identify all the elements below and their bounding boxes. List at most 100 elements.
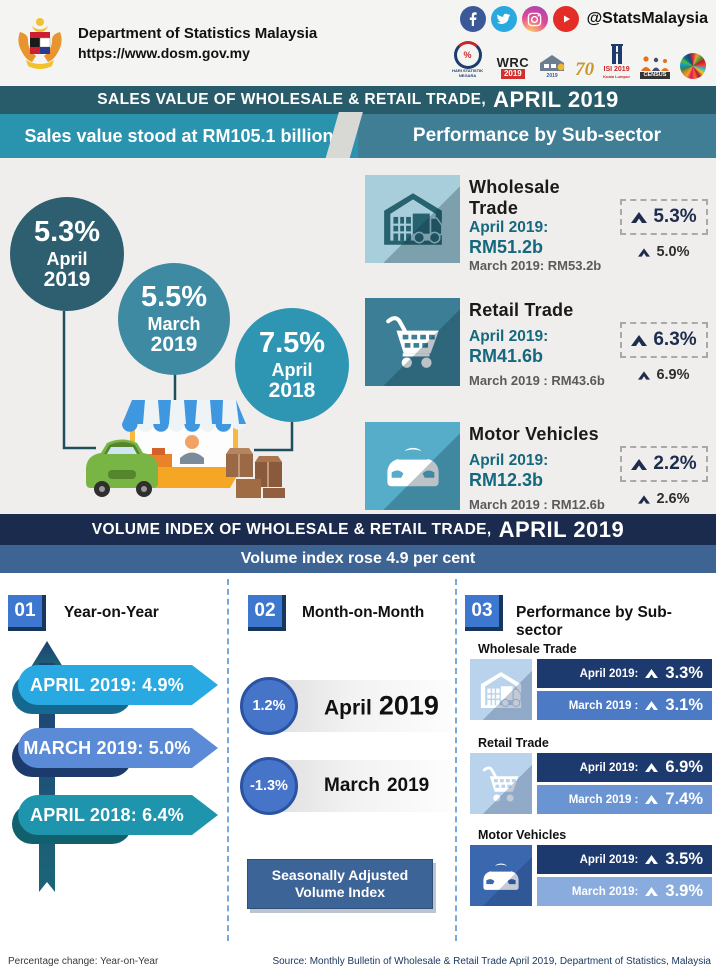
wholesale-trade-icon [365, 175, 460, 263]
retail-trade-icon [365, 298, 460, 386]
expo-house-logo: 2019 [538, 35, 566, 79]
march-value: RM53.2b [547, 258, 602, 273]
percent-swirl-icon: % [453, 41, 482, 70]
march-label: March 2019 : [469, 373, 548, 388]
subsector-name: Wholesale Trade [469, 177, 560, 218]
subsector-name: Motor Vehicles [469, 424, 599, 444]
org-url-link[interactable]: https://www.dosm.gov.my [78, 45, 250, 61]
mom-month: April [324, 696, 372, 720]
up-arrow-icon [631, 458, 648, 470]
twin-towers-icon [610, 44, 623, 65]
subsector-name: Retail Trade [469, 300, 574, 320]
badge-01: 01 [8, 595, 46, 631]
up-arrow-icon [645, 763, 659, 772]
twitter-icon[interactable] [490, 6, 517, 32]
up-arrow-icon [645, 887, 659, 896]
growth-bubble-april-2019: 5.3% April 2019 [10, 197, 124, 311]
event-logos: % HARI STATISTIK NEGARA WRC 2019 2019 70 [448, 35, 708, 79]
mom-value-april: 1.2% [240, 677, 298, 735]
april-stat-row: April 2019: 3.5% [537, 845, 712, 874]
badge-02: 02 [248, 595, 286, 631]
group-wholesale: April 2019: 3.3% March 2019 : 3.1% [470, 659, 712, 720]
april-change-badge: 6.3% [620, 322, 708, 358]
march-change: 2.6% [638, 491, 690, 507]
up-arrow-icon [631, 334, 648, 346]
performance-subtitle: Performance by Sub-sector [412, 125, 662, 146]
subsector-panel-motor: Motor Vehicles April 2019: RM12.3b March… [365, 422, 710, 516]
footnote: Percentage change: Year-on-Year [8, 956, 159, 967]
mom-year: 2019 [386, 775, 430, 796]
march-label: March 2019: [469, 258, 545, 273]
mom-band [268, 760, 452, 812]
march-stat-row: March 2019 : 7.4% [537, 785, 712, 814]
column-divider [455, 579, 457, 941]
group-motor: April 2019: 3.5% March 2019: 3.9% [470, 845, 712, 906]
april-value: RM41.6b [469, 345, 544, 366]
column-divider [227, 579, 229, 941]
march-value: RM12.6b [551, 497, 605, 512]
volume-headline-bar: Volume index rose 4.9 per cent [0, 545, 716, 573]
april-value: RM51.2b [469, 237, 544, 257]
up-arrow-icon [631, 211, 648, 223]
mom-band [268, 680, 452, 732]
sdg-wheel-icon [680, 53, 706, 79]
up-arrow-icon [645, 855, 659, 864]
march-value: RM43.6b [551, 373, 605, 388]
seasonally-adjusted-note: Seasonally Adjusted Volume Index [247, 859, 433, 909]
up-arrow-icon [638, 370, 651, 380]
volume-section: 01 Year-on-Year APRIL 2019: 4.9% MARCH 2… [0, 573, 716, 948]
house-icon [540, 55, 565, 71]
sales-section: 5.3% April 2019 5.5% March 2019 7.5% Apr… [0, 158, 716, 514]
hari-statistik-negara-logo: % HARI STATISTIK NEGARA [448, 35, 488, 79]
bubble-connector-lines [62, 311, 294, 452]
wrc-2019-logo: WRC 2019 [496, 55, 530, 79]
sales-subtitle-bar: Sales value stood at RM105.1 billion Per… [0, 112, 716, 160]
sdg-wheel-logo [680, 35, 706, 79]
mom-label: Month-on-Month [302, 604, 425, 621]
march-change: 6.9% [638, 367, 690, 383]
up-arrow-icon [638, 494, 651, 504]
growth-bubble-march-2019: 5.5% March 2019 [118, 263, 230, 375]
yoy-label: Year-on-Year [64, 604, 159, 621]
march-stat-row: March 2019 : 3.1% [537, 691, 712, 720]
volume-title: VOLUME INDEX OF WHOLESALE & RETAIL TRADE… [91, 520, 492, 538]
group-retail: April 2019: 6.9% March 2019 : 7.4% [470, 753, 712, 814]
group-label-motor: Motor Vehicles [478, 828, 567, 842]
mom-month: March [324, 775, 380, 796]
sales-title-bar: SALES VALUE OF WHOLESALE & RETAIL TRADE,… [0, 86, 716, 114]
mom-row-march: -1.3% March 2019 [240, 757, 452, 815]
group-label-wholesale: Wholesale Trade [478, 642, 577, 656]
march-label: March 2019 : [469, 497, 548, 512]
sales-headline-bar: Sales value stood at RM105.1 billion [0, 114, 358, 158]
instagram-icon[interactable] [521, 6, 548, 32]
march-change: 5.0% [638, 244, 690, 260]
subsector-perf-label: Performance by Sub-sector [516, 604, 672, 639]
market-stall-illustration [86, 400, 285, 498]
retail-trade-icon [470, 753, 532, 814]
sales-title-period: APRIL 2019 [493, 87, 619, 112]
sales-headline: Sales value stood at RM105.1 billion [24, 125, 334, 146]
april-label: April 2019: [469, 219, 549, 236]
facebook-icon[interactable] [459, 6, 486, 32]
growth-bubble-april-2018: 7.5% April 2018 [235, 308, 349, 422]
volume-title-period: APRIL 2019 [498, 516, 625, 542]
group-label-retail: Retail Trade [478, 736, 549, 750]
youtube-icon[interactable] [552, 6, 579, 32]
performance-subtitle-bar: Performance by Sub-sector [358, 114, 716, 158]
up-arrow-icon [645, 795, 659, 804]
april-stat-row: April 2019: 3.3% [537, 659, 712, 688]
wholesale-trade-icon [470, 659, 532, 720]
volume-title-bar: VOLUME INDEX OF WHOLESALE & RETAIL TRADE… [0, 514, 716, 545]
april-value: RM12.3b [469, 469, 544, 490]
mom-value-march: -1.3% [240, 757, 298, 815]
april-change-badge: 2.2% [620, 446, 708, 482]
motor-vehicles-icon [470, 845, 532, 906]
social-links: @StatsMalaysia [459, 6, 708, 32]
social-handle[interactable]: @StatsMalaysia [586, 10, 708, 27]
april-label: April 2019: [469, 327, 549, 345]
header: Department of Statistics Malaysia https:… [0, 0, 716, 86]
motor-vehicles-icon [365, 422, 460, 510]
isi-2019-logo: ISI 2019 Kuala Lumpur [603, 35, 630, 79]
mom-year: 2019 [378, 690, 439, 721]
source-note: Source: Monthly Bulletin of Wholesale & … [272, 956, 711, 967]
